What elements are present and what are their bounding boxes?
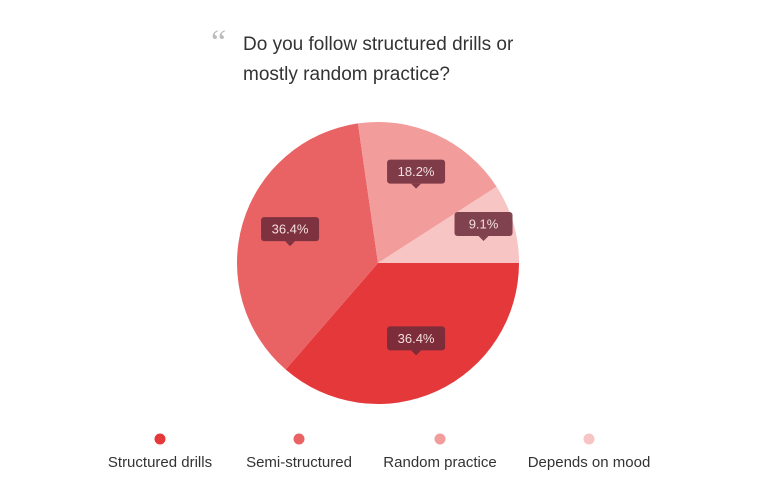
legend-marker xyxy=(154,433,166,445)
value-label-pointer xyxy=(285,241,296,247)
legend-label: Structured drills xyxy=(108,454,212,471)
legend-label: Semi-structured xyxy=(246,454,352,471)
value-label-pointer xyxy=(478,236,489,242)
legend-marker xyxy=(434,433,446,445)
value-label-box xyxy=(261,217,320,242)
legend-marker xyxy=(583,433,595,445)
legend-label: Depends on mood xyxy=(528,454,651,471)
quote-icon: “ xyxy=(211,24,227,61)
pie-slice xyxy=(357,122,497,263)
value-label-pointer xyxy=(411,183,422,189)
legend-marker xyxy=(293,433,305,445)
value-label: 36.4% xyxy=(398,331,435,346)
value-label: 36.4% xyxy=(272,222,309,237)
legend-label: Random practice xyxy=(383,454,496,471)
pie-slice xyxy=(237,123,378,370)
value-label: 9.1% xyxy=(469,216,499,231)
chart-title: Do you follow structured drills or mostl… xyxy=(243,34,514,85)
value-label: 18.2% xyxy=(398,164,435,179)
value-label-box xyxy=(387,326,446,351)
pie-slice xyxy=(378,186,519,263)
value-label-pointer xyxy=(411,350,422,356)
value-label-box xyxy=(454,212,513,237)
value-label-box xyxy=(387,159,446,184)
